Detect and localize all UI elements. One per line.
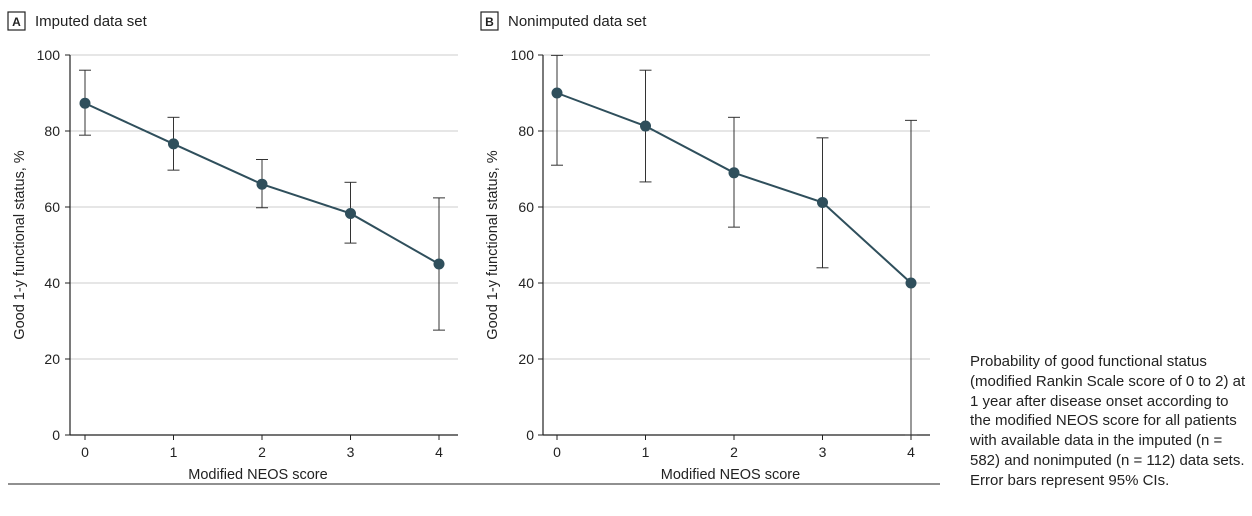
panel-b-title: Nonimputed data set xyxy=(508,13,647,30)
panel-b-y-axis-label: Good 1-y functional status, % xyxy=(485,150,501,340)
panel-a-y-tick-label: 0 xyxy=(52,427,60,443)
panel-b-badge-letter: B xyxy=(485,15,494,29)
panel-b-y-tick-label: 100 xyxy=(511,47,535,63)
panel-a-data-point xyxy=(79,97,91,109)
figure-caption: Probability of good functional status (m… xyxy=(970,352,1252,491)
panel-b-data-point xyxy=(905,277,917,289)
panel-a-data-point xyxy=(433,258,445,270)
panel-a-badge-letter: A xyxy=(12,15,21,29)
panel-a-x-tick-label: 2 xyxy=(258,444,266,460)
panel-b-x-tick-label: 3 xyxy=(819,444,827,460)
panel-a-title: Imputed data set xyxy=(35,13,148,30)
panel-b-y-tick-label: 80 xyxy=(518,123,534,139)
panel-a-data-point xyxy=(345,207,356,219)
panel-b-x-tick-label: 2 xyxy=(730,444,738,460)
panel-b-x-axis-label: Modified NEOS score xyxy=(661,467,800,483)
panel-b-badge xyxy=(480,11,499,31)
panel-b-y-tick-label: 20 xyxy=(518,351,534,367)
panel-a-x-tick-label: 4 xyxy=(435,444,443,460)
panel-b-data-point xyxy=(817,196,828,208)
panel-a-x-tick-label: 0 xyxy=(81,444,89,460)
panel-a-badge xyxy=(7,11,26,31)
caption-text: Probability of good functional status (m… xyxy=(970,353,1246,489)
panel-a-data-point xyxy=(168,138,179,150)
panel-a-x-tick-label: 1 xyxy=(170,444,178,460)
panel-b-data-point xyxy=(640,120,651,132)
panel-a-x-tick-label: 3 xyxy=(347,444,355,460)
panel-a-y-tick-label: 40 xyxy=(44,275,60,291)
panel-a-y-tick-label: 60 xyxy=(44,199,60,215)
panel-a-y-tick-label: 80 xyxy=(44,123,60,139)
panel-b-x-tick-label: 1 xyxy=(642,444,650,460)
panel-b-x-tick-label: 0 xyxy=(553,444,561,460)
panel-a-y-axis-label: Good 1-y functional status, % xyxy=(12,150,28,340)
panel-b-data-point xyxy=(551,87,563,99)
panel-b-y-tick-label: 60 xyxy=(518,199,534,215)
panel-b-y-tick-label: 40 xyxy=(518,275,534,291)
panel-b-y-tick-label: 0 xyxy=(526,427,534,443)
panel-a-y-tick-label: 100 xyxy=(37,47,61,63)
panel-b-x-tick-label: 4 xyxy=(907,444,915,460)
panel-b-data-point xyxy=(728,167,740,179)
panel-a-data-point xyxy=(256,178,268,190)
panel-a-y-tick-label: 20 xyxy=(44,351,60,367)
panel-a-x-axis-label: Modified NEOS score xyxy=(188,467,327,483)
